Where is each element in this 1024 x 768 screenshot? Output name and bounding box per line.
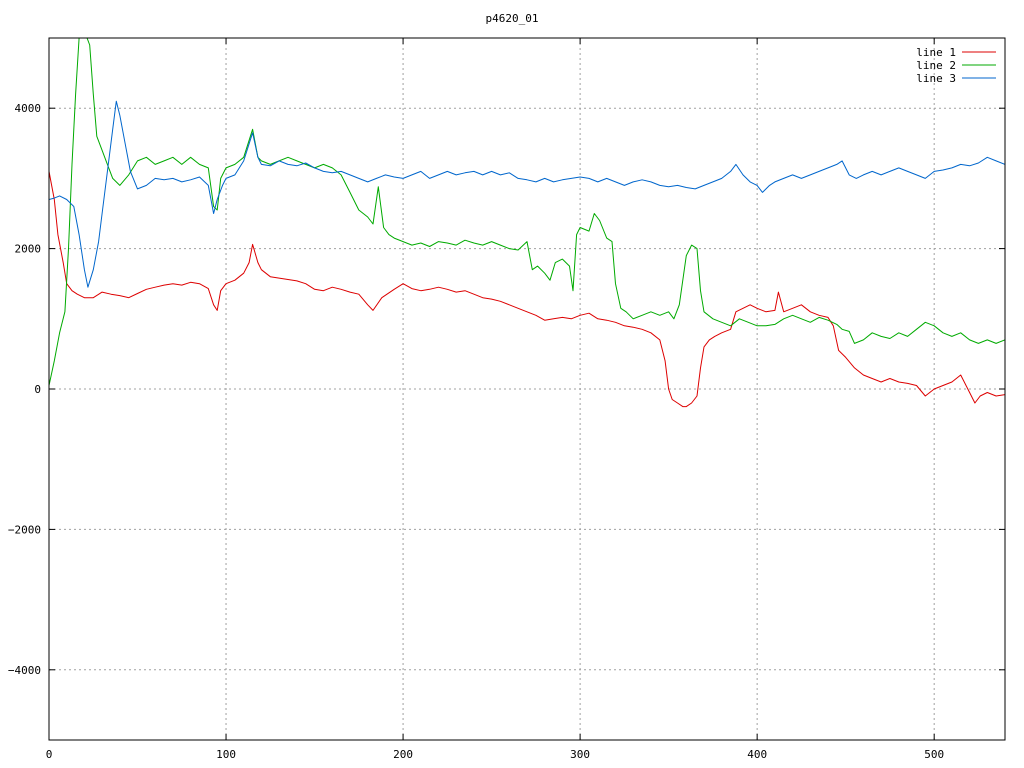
y-tick-label: 4000	[15, 102, 42, 115]
y-tick-label: 2000	[15, 243, 42, 256]
y-tick-label: −4000	[8, 664, 41, 677]
series-line-1	[49, 171, 1005, 408]
x-tick-label: 300	[570, 748, 590, 761]
series-line-3	[49, 100, 1005, 288]
series-layer	[49, 38, 1005, 408]
legend-label-2: line 2	[916, 59, 956, 72]
chart-title: p4620_01	[486, 12, 539, 25]
y-tick-label: 0	[34, 383, 41, 396]
plot-frame	[48, 37, 1006, 741]
grid	[49, 38, 1005, 740]
legend-label-1: line 1	[916, 46, 956, 59]
x-tick-label: 100	[216, 748, 236, 761]
axis-ticks: 0 100 200 300 400 500 −4000 −2000 0 2000 4000	[8, 38, 1005, 761]
x-tick-label: 500	[924, 748, 944, 761]
legend-label-3: line 3	[916, 72, 956, 85]
x-tick-label: 0	[46, 748, 53, 761]
y-tick-label: −2000	[8, 523, 41, 536]
x-tick-label: 200	[393, 748, 413, 761]
x-tick-label: 400	[747, 748, 767, 761]
series-line-2	[49, 38, 1005, 386]
